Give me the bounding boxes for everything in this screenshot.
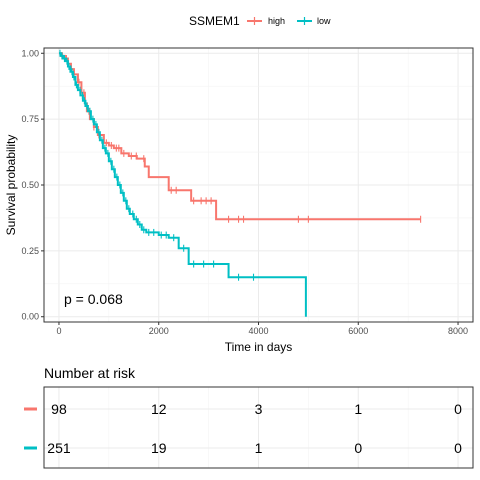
legend: SSMEM1 high low <box>189 14 331 28</box>
x-axis-label: Time in days <box>225 340 293 354</box>
legend-title: SSMEM1 <box>189 14 240 28</box>
risk-count-high: 98 <box>51 401 67 417</box>
risk-count-low: 1 <box>255 440 263 456</box>
risk-table: Number at risk 98 12 3 1 0 251 19 1 0 0 <box>24 365 474 469</box>
risk-count-high: 3 <box>255 401 263 417</box>
y-tick-label: 0.75 <box>21 114 39 124</box>
grid <box>44 48 473 322</box>
risk-table-cells: 98 12 3 1 0 251 19 1 0 0 <box>47 401 462 456</box>
legend-label-high: high <box>268 16 285 26</box>
y-tick-label: 0.00 <box>21 312 39 322</box>
risk-table-group-keys <box>24 407 37 450</box>
y-axis-ticks: 0.00 0.25 0.50 0.75 1.00 <box>21 48 44 322</box>
curve-group-low <box>58 49 307 317</box>
y-axis-label: Survival probability <box>4 135 18 236</box>
x-tick-label: 0 <box>56 326 61 336</box>
risk-count-low: 0 <box>454 440 462 456</box>
risk-count-high: 1 <box>354 401 362 417</box>
x-axis-ticks: 0 2000 4000 6000 8000 <box>56 322 468 336</box>
p-value-annotation: p = 0.068 <box>64 291 123 307</box>
survival-curves <box>58 49 422 317</box>
risk-count-low: 0 <box>354 440 362 456</box>
legend-label-low: low <box>317 16 331 26</box>
x-tick-label: 8000 <box>448 326 468 336</box>
y-tick-label: 0.25 <box>21 246 39 256</box>
x-tick-label: 6000 <box>348 326 368 336</box>
risk-count-low: 251 <box>47 440 71 456</box>
risk-table-grid <box>44 387 473 468</box>
risk-table-border <box>43 386 474 469</box>
main-panel: 0 2000 4000 6000 8000 0.00 0.25 0.50 0.75 1.00 p… <box>4 47 474 354</box>
x-tick-label: 2000 <box>149 326 169 336</box>
risk-count-high: 12 <box>151 401 167 417</box>
y-tick-label: 0.50 <box>21 180 39 190</box>
risk-table-title: Number at risk <box>44 365 136 381</box>
x-tick-label: 4000 <box>248 326 268 336</box>
risk-count-low: 19 <box>151 440 167 456</box>
y-tick-label: 1.00 <box>21 48 39 58</box>
risk-count-high: 0 <box>454 401 462 417</box>
